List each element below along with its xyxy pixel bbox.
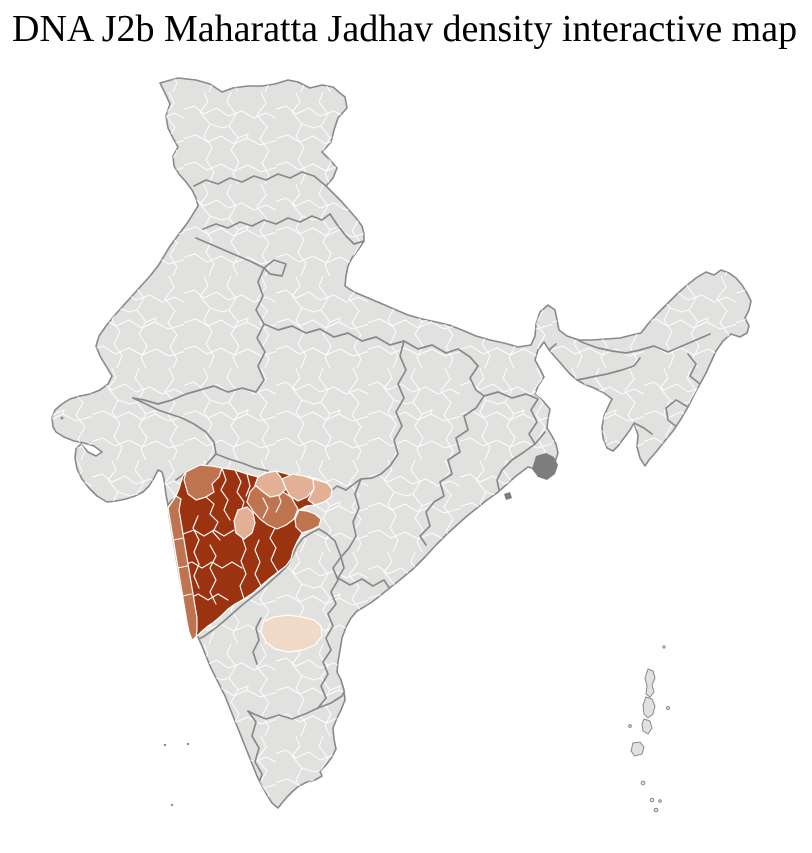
district-low-ne-1[interactable] [254, 470, 287, 498]
district-medium-northwest[interactable] [183, 464, 223, 501]
district-low-ne-3[interactable] [307, 478, 333, 506]
density-region-maharashtra[interactable] [167, 464, 333, 653]
page-title: DNA J2b Maharatta Jadhav density interac… [12, 8, 798, 50]
district-low-center[interactable] [233, 506, 256, 540]
lakshadweep-islands[interactable] [60, 416, 190, 807]
district-medium-east-far[interactable] [294, 509, 322, 534]
sundarbans-delta [504, 453, 558, 500]
state-borders [132, 171, 711, 804]
andaman-nicobar-islands[interactable] [628, 645, 671, 813]
district-inner-borders [180, 467, 279, 605]
district-medium-coastal-strip[interactable] [167, 495, 198, 641]
district-very-low-south[interactable] [260, 614, 323, 653]
district-low-ne-2[interactable] [281, 473, 315, 502]
